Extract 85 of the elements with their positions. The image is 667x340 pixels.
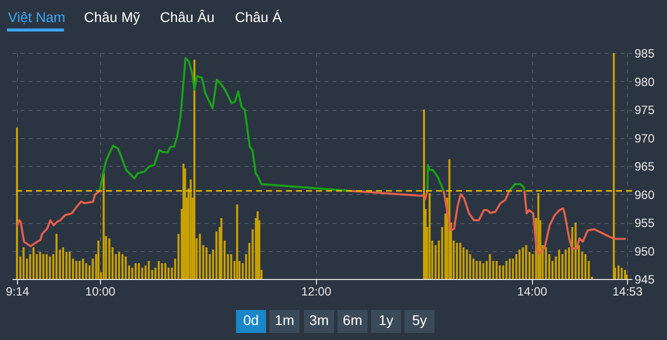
bar: [190, 180, 192, 279]
bar: [68, 252, 71, 279]
x-tick-label: 9:14: [6, 284, 30, 298]
bar: [138, 263, 140, 279]
bar: [148, 260, 150, 279]
bar: [574, 222, 577, 279]
bar: [48, 256, 51, 279]
bar: [508, 258, 511, 279]
x-tick-label: 10:00: [85, 284, 116, 298]
bar: [236, 204, 238, 279]
bar: [496, 260, 498, 279]
bar: [428, 193, 431, 279]
bar: [118, 252, 120, 279]
bar: [46, 254, 48, 279]
bar: [456, 242, 458, 279]
bar: [256, 211, 259, 279]
bar: [620, 268, 623, 279]
bar: [459, 242, 462, 279]
y-tick-label: 955: [634, 216, 655, 230]
bar: [158, 260, 160, 279]
bar: [82, 258, 84, 279]
y-tick-label: 945: [634, 272, 655, 286]
y-tick-label: 950: [634, 244, 655, 258]
bar: [124, 256, 127, 279]
y-tick-label: 980: [634, 74, 655, 89]
bar: [56, 234, 58, 279]
bar: [617, 265, 620, 279]
bar: [488, 254, 491, 279]
bar: [75, 260, 78, 279]
bar: [518, 250, 521, 279]
bar: [102, 172, 105, 279]
bar: [558, 250, 560, 279]
text: Châu Mỹ: [84, 9, 140, 25]
bar: [544, 247, 547, 279]
bar: [121, 254, 124, 279]
bar: [144, 265, 147, 279]
bar: [164, 263, 166, 279]
bar: [22, 247, 25, 279]
bar: [502, 265, 504, 279]
text: 1y: [378, 312, 394, 328]
bar: [466, 250, 468, 279]
bar: [525, 245, 528, 279]
bar: [97, 240, 100, 279]
bar: [108, 238, 110, 279]
text: 5y: [412, 312, 427, 328]
bar: [462, 247, 465, 279]
bar: [479, 260, 482, 279]
bar: [482, 263, 484, 279]
bar: [220, 218, 222, 279]
bar: [205, 247, 208, 279]
bar: [193, 60, 196, 279]
bar: [612, 53, 615, 279]
x-tick-label: 14:53: [612, 284, 643, 298]
bar: [16, 128, 18, 279]
text: 1m: [274, 312, 294, 328]
text: Việt Nam: [8, 9, 66, 25]
bar: [522, 247, 524, 279]
bar: [505, 260, 508, 279]
bar: [65, 252, 68, 279]
y-tick-label: 975: [634, 103, 655, 117]
bar: [537, 193, 540, 279]
x-tick-label: 12:00: [301, 284, 332, 298]
y-tick-label: 965: [634, 160, 655, 174]
x-tick-label: 14:00: [517, 284, 548, 298]
bar: [78, 260, 81, 279]
bar: [198, 234, 201, 279]
bar: [39, 252, 42, 279]
bar: [584, 254, 586, 279]
y-tick-label: 985: [634, 46, 655, 60]
y-tick-label: 960: [634, 188, 655, 202]
text: 0d: [243, 312, 259, 328]
bar: [160, 263, 163, 279]
text: 6m: [342, 312, 362, 328]
bar: [476, 260, 478, 279]
bar: [564, 250, 567, 279]
text: 3m: [309, 312, 329, 328]
bar: [230, 254, 232, 279]
bar: [32, 247, 35, 279]
bar: [626, 274, 628, 279]
y-tick-label: 970: [634, 131, 655, 146]
text: Châu Âu: [160, 9, 214, 25]
bar: [498, 265, 501, 279]
text: Châu Á: [235, 9, 282, 25]
bar: [134, 263, 137, 279]
bar: [42, 254, 44, 279]
